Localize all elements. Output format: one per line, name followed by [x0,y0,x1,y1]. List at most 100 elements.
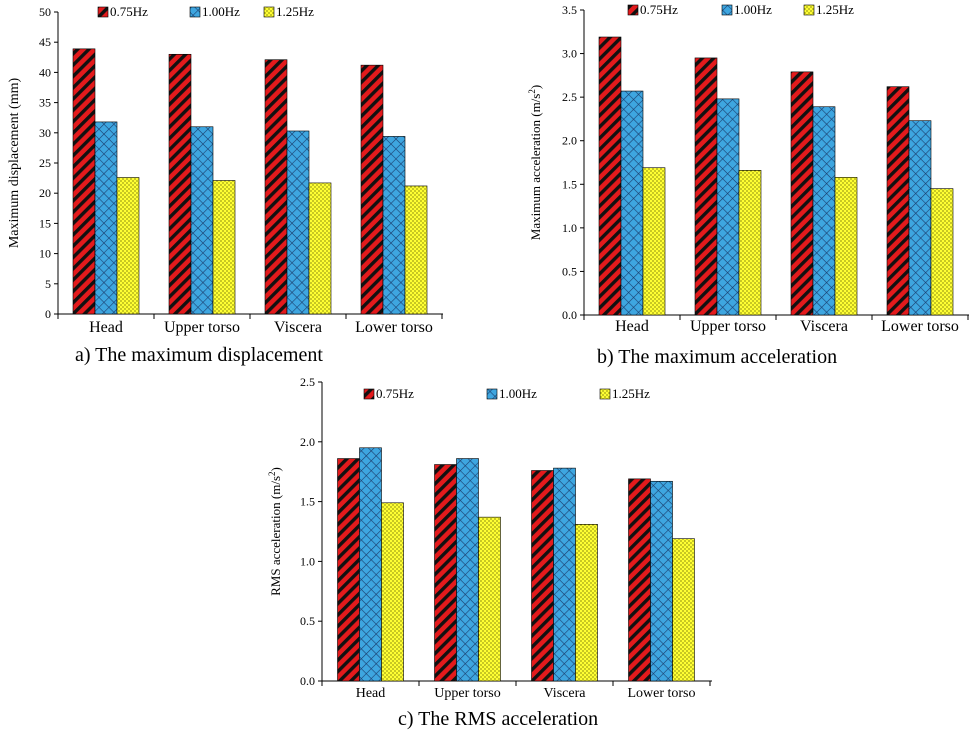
x-category-label: Head [356,686,386,701]
y-tick-label: 35 [39,96,51,110]
y-tick-label: 3.0 [562,47,577,61]
x-category-label: Viscera [800,318,848,335]
legend-swatch [97,6,109,18]
bar-1.25Hz-viscera [834,177,858,316]
y-tick-label: 2.5 [562,90,577,104]
y-tick-label: 5 [45,277,51,291]
y-axis-title: Maximum displacement (mm) [7,78,22,249]
legend-label: 1.00Hz [202,4,240,19]
legend-swatch [363,388,375,400]
y-axis-title: RMS acceleration (m/s2) [267,467,283,596]
bar-0.75Hz-head [337,458,360,682]
y-tick-label: 1.5 [562,177,577,191]
figure-caption: a) The maximum displacement [75,344,323,366]
bar-1.00Hz-head [620,90,644,316]
bar-0.75Hz-upper-torso [168,53,192,315]
legend-swatch [721,4,733,16]
bar-1.25Hz-lower-torso [404,185,428,315]
bar-1.25Hz-head [642,167,666,316]
bar-1.25Hz-upper-torso [212,180,236,315]
bar-0.75Hz-viscera [531,470,554,682]
bar-1.25Hz-head [381,502,404,682]
y-axis-title: Maximum acceleration (m/s2) [527,85,543,240]
y-tick-label: 10 [39,247,51,261]
x-category-label: Head [615,318,649,335]
legend-swatch [486,388,498,400]
x-category-label: Viscera [544,686,587,701]
bar-0.75Hz-head [598,36,622,316]
legend-swatch [803,4,815,16]
bar-1.25Hz-upper-torso [738,170,762,316]
x-category-label: Lower torso [355,319,433,336]
bar-0.75Hz-upper-torso [434,464,457,682]
y-tick-label: 45 [39,35,51,49]
y-tick-label: 0 [45,307,51,321]
chart-panel-c: 0.0 0.5 1.0 1.5 2.0 2.5 Head Upper torso Viscera… [267,375,712,730]
bar-1.00Hz-upper-torso [456,458,479,682]
bar-1.25Hz-upper-torso [478,516,501,682]
bar-1.00Hz-viscera [553,467,576,682]
bar-0.75Hz-lower-torso [628,478,651,682]
bar-0.75Hz-head [72,48,96,315]
bar-1.00Hz-lower-torso [908,120,932,316]
bar-1.00Hz-lower-torso [650,480,673,682]
y-tick-label: 2.5 [300,375,315,389]
x-category-label: Upper torso [690,318,766,335]
y-tick-label: 2.0 [300,435,315,449]
bar-1.00Hz-lower-torso [382,136,406,315]
chart-panel-b: 0.0 0.5 1.0 1.5 2.0 2.5 3.0 3.5 Head Upper torso V… [527,2,969,368]
y-tick-label: 25 [39,156,51,170]
legend-label: 1.00Hz [499,386,537,401]
y-tick-label: 2.0 [562,134,577,148]
y-tick-label: 50 [39,5,51,19]
legend-label: 0.75Hz [640,2,678,17]
y-tick-label: 0.0 [300,674,315,688]
y-tick-label: 3.5 [562,3,577,17]
y-tick-label: 20 [39,186,51,200]
legend-swatch [627,4,639,16]
legend-swatch [599,388,611,400]
bar-0.75Hz-viscera [790,71,814,316]
bar-1.00Hz-viscera [286,130,310,315]
y-tick-label: 15 [39,216,51,230]
legend-label: 0.75Hz [376,386,414,401]
bar-0.75Hz-viscera [264,59,288,315]
x-category-label: Lower torso [881,318,959,335]
legend-label: 0.75Hz [110,4,148,19]
bar-1.00Hz-head [359,447,382,682]
bar-0.75Hz-lower-torso [360,64,384,315]
bar-1.25Hz-viscera [308,182,332,315]
legend-label: 1.25Hz [816,2,854,17]
y-tick-label: 0.0 [562,308,577,322]
bar-1.25Hz-lower-torso [930,188,954,316]
figure-caption: b) The maximum acceleration [597,346,837,368]
x-category-label: Lower torso [627,686,695,701]
y-tick-label: 1.0 [562,221,577,235]
bar-1.00Hz-viscera [812,106,836,316]
y-tick-label: 0.5 [562,264,577,278]
legend-swatch [263,6,275,18]
bar-1.25Hz-head [116,177,140,315]
bar-1.00Hz-upper-torso [716,98,740,316]
legend-label: 1.25Hz [276,4,314,19]
bar-1.25Hz-lower-torso [672,538,695,682]
bar-1.00Hz-upper-torso [190,126,214,315]
y-tick-label: 40 [39,65,51,79]
figure-caption: c) The RMS acceleration [398,708,598,730]
x-category-label: Viscera [274,319,322,336]
y-tick-label: 0.5 [300,614,315,628]
chart-panel-a: 0 5 10 15 20 25 30 35 40 45 50 Head Upper torso Visce… [7,4,443,366]
bar-1.00Hz-head [94,121,118,315]
x-category-label: Upper torso [164,319,240,336]
bar-1.25Hz-viscera [575,524,598,682]
y-tick-label: 30 [39,126,51,140]
x-category-label: Head [89,319,123,336]
bar-0.75Hz-lower-torso [886,86,910,316]
y-tick-label: 1.5 [300,495,315,509]
legend-label: 1.25Hz [612,386,650,401]
x-category-label: Upper torso [434,686,501,701]
y-tick-label: 1.0 [300,554,315,568]
bar-0.75Hz-upper-torso [694,57,718,316]
legend-label: 1.00Hz [734,2,772,17]
